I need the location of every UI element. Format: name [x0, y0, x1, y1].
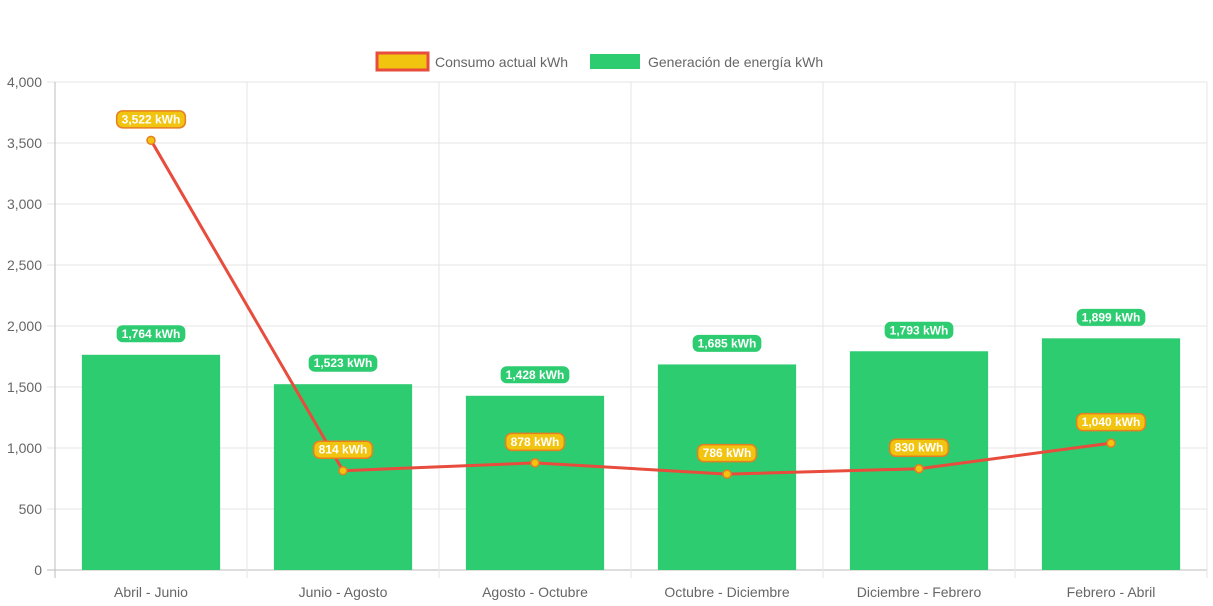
bar-data-label-text: 1,764 kWh	[122, 327, 181, 341]
line-data-label: 786 kWh	[696, 443, 758, 463]
line-data-label-text: 830 kWh	[895, 441, 944, 455]
y-tick-label: 4,000	[7, 74, 42, 90]
bar-data-label-text: 1,899 kWh	[1082, 310, 1141, 324]
y-tick-label: 2,000	[7, 318, 42, 334]
series-line	[149, 139, 1112, 476]
line-data-label: 814 kWh	[312, 440, 374, 459]
line-data-label-bg	[312, 440, 374, 459]
bar[interactable]	[849, 351, 989, 570]
line-data-label: 3,522 kWh	[115, 110, 187, 129]
line-data-label-bg	[888, 438, 950, 457]
y-tick-label: 3,500	[7, 135, 42, 151]
line-data-label-bg	[696, 443, 758, 463]
bar-data-label-bg	[308, 354, 378, 372]
bar[interactable]	[465, 395, 605, 570]
bar-data-label-bg	[1076, 308, 1146, 326]
line-data-label: 1,040 kWh	[1075, 412, 1147, 432]
line-data-label-bg	[115, 110, 187, 129]
x-tick-label: Agosto - Octubre	[482, 584, 588, 600]
y-tick-label: 0	[34, 562, 42, 578]
line-data-label-text: 1,040 kWh	[1082, 415, 1141, 429]
y-tick-label: 1,000	[7, 440, 42, 456]
bar-data-label-bg	[116, 325, 186, 343]
line-data-label-text: 878 kWh	[511, 435, 560, 449]
x-tick-label: Febrero - Abril	[1067, 584, 1156, 600]
bar-data-label-bg	[692, 334, 762, 352]
bar[interactable]	[657, 364, 797, 570]
x-tick-label: Diciembre - Febrero	[857, 584, 982, 600]
line-point[interactable]	[530, 458, 540, 468]
data-labels: 1,764 kWh 1,523 kWh 1,428 kWh 1,685 kWh 1,79…	[115, 110, 1147, 463]
bar-data-label-text: 1,685 kWh	[698, 336, 757, 350]
legend-item-consumo[interactable]: Consumo actual kWh	[375, 51, 568, 72]
x-tick-label: Octubre - Diciembre	[664, 584, 789, 600]
bar-data-label: 1,899 kWh	[1076, 308, 1146, 326]
bar-data-label-text: 1,793 kWh	[890, 323, 949, 337]
bar[interactable]	[81, 354, 221, 570]
line-point[interactable]	[722, 469, 732, 479]
line-data-label-bg	[1075, 412, 1147, 432]
x-tick-label: Junio - Agosto	[299, 584, 388, 600]
bar-data-label: 1,428 kWh	[500, 366, 570, 384]
line-data-label-text: 3,522 kWh	[122, 112, 181, 126]
line-data-label-bg	[504, 432, 566, 452]
bar[interactable]	[273, 384, 413, 570]
bar-data-label-text: 1,523 kWh	[314, 356, 373, 370]
bar-data-label-text: 1,428 kWh	[506, 368, 565, 382]
y-tick-label: 500	[19, 501, 43, 517]
line-data-label: 830 kWh	[888, 438, 950, 457]
legend-swatch-consumo	[375, 51, 430, 72]
y-axis: 0 500 1,000 1,500 2,000 2,500 3,000 3,500 4,000	[7, 74, 42, 578]
line-point[interactable]	[914, 463, 924, 474]
y-tick-label: 3,000	[7, 196, 42, 212]
legend-label-consumo: Consumo actual kWh	[435, 54, 568, 70]
line-series	[146, 135, 1116, 479]
x-axis: Abril - Junio Junio - Agosto Agosto - Octu…	[114, 584, 1155, 600]
line-point[interactable]	[1106, 438, 1116, 448]
chart-legend: Consumo actual kWh Generación de energía…	[375, 51, 823, 72]
legend-label-generacion: Generación de energía kWh	[648, 54, 823, 70]
grid-lines	[47, 81, 1208, 578]
legend-swatch-generacion	[590, 54, 640, 69]
line-data-label-text: 786 kWh	[703, 446, 752, 460]
y-tick-label: 1,500	[7, 379, 42, 395]
bar-data-label-bg	[500, 366, 570, 384]
bar-data-label: 1,764 kWh	[116, 325, 186, 343]
bar-data-label-bg	[884, 321, 954, 339]
line-point[interactable]	[146, 135, 156, 146]
line-point[interactable]	[338, 465, 348, 476]
line-data-label: 878 kWh	[504, 432, 566, 452]
bar-data-label: 1,685 kWh	[692, 334, 762, 352]
bar-data-label: 1,523 kWh	[308, 354, 378, 372]
bar-data-label: 1,793 kWh	[884, 321, 954, 339]
bar[interactable]	[1041, 338, 1181, 570]
line-data-label-text: 814 kWh	[319, 443, 368, 457]
legend-item-generacion[interactable]: Generación de energía kWh	[590, 54, 823, 70]
y-tick-label: 2,500	[7, 257, 42, 273]
x-tick-label: Abril - Junio	[114, 584, 188, 600]
bar-series	[81, 338, 1181, 570]
